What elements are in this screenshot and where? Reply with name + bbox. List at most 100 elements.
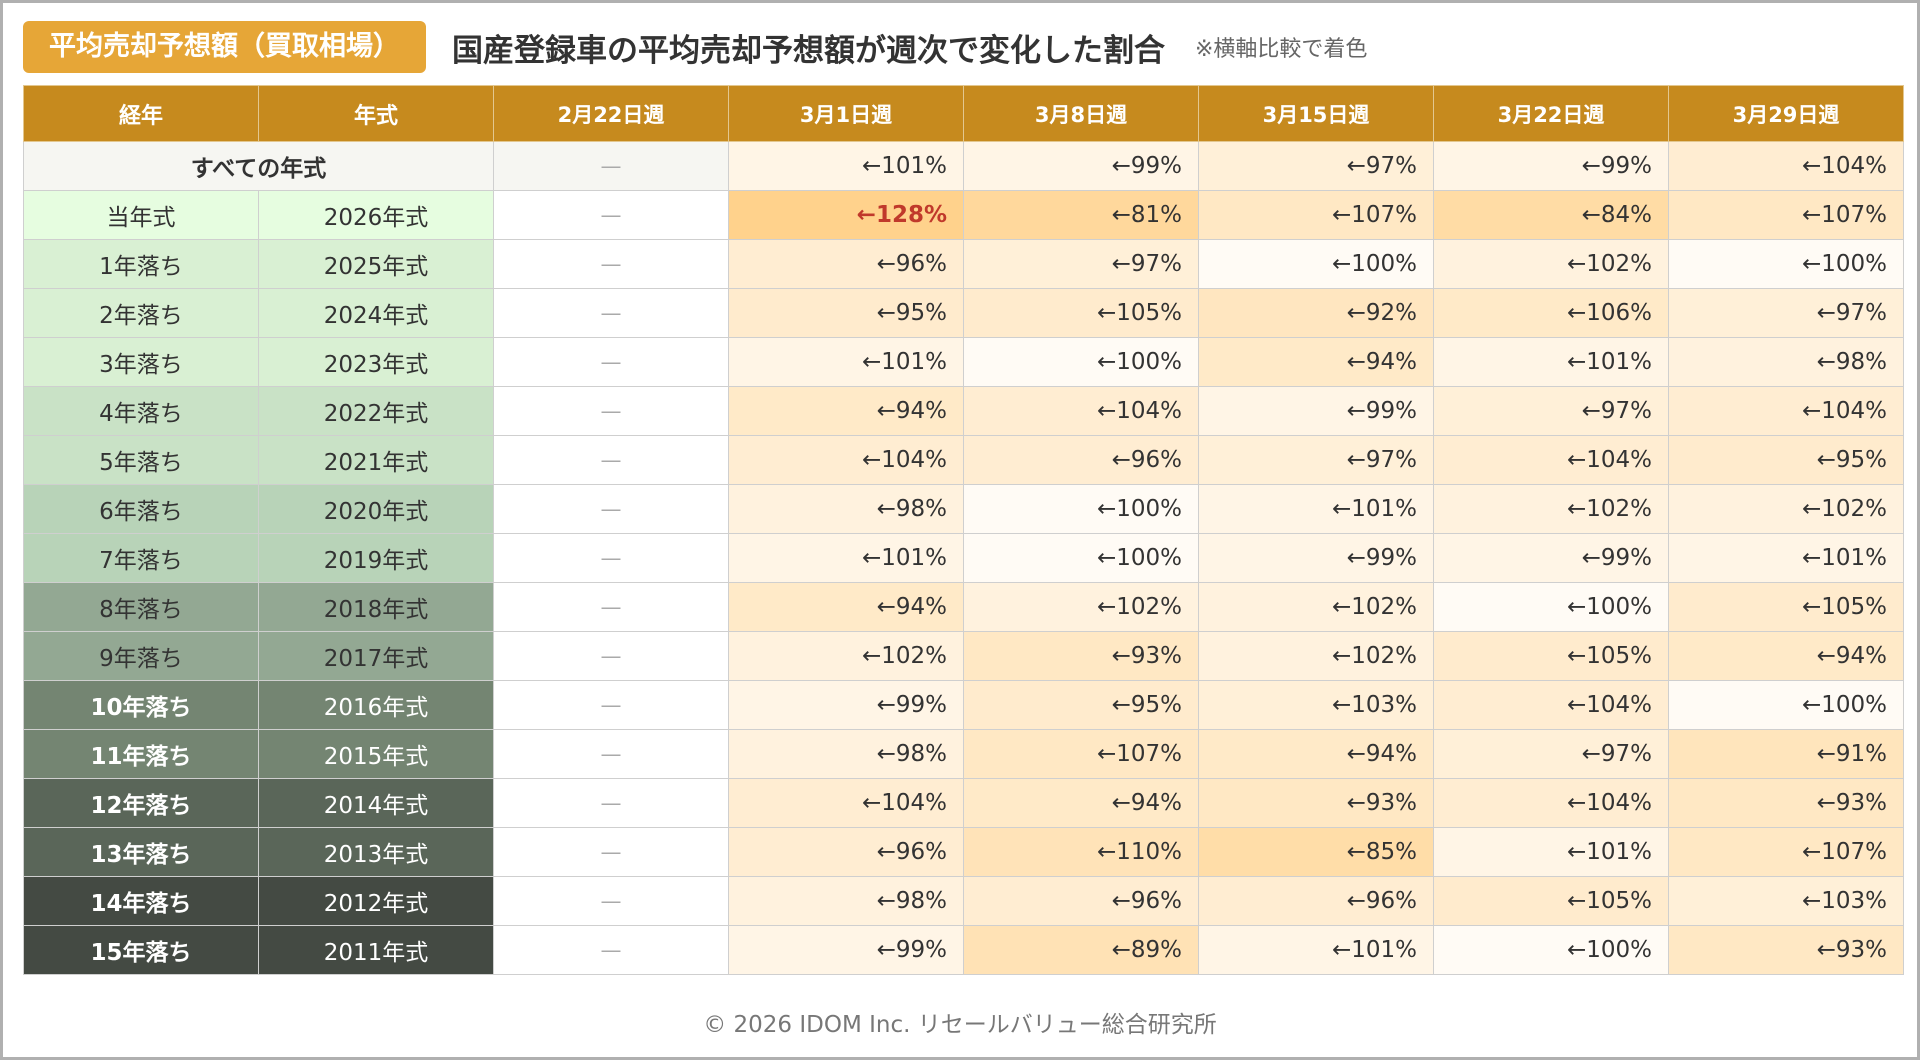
age-label: 10年落ち: [23, 680, 259, 730]
column-header: 3月8日週: [963, 85, 1199, 142]
table-row: 15年落ち 2011年式 — ←99% ←89% ←101% ←100% ←93%: [23, 925, 1904, 975]
table-cell: ←97%: [1198, 141, 1434, 191]
table-cell: ←99%: [1198, 533, 1434, 583]
table-cell: ←95%: [728, 288, 964, 338]
model-year-label: 2012年式: [258, 876, 494, 926]
table-cell: —: [493, 239, 729, 289]
table-cell: ←107%: [963, 729, 1199, 779]
table-cell: ←93%: [1668, 778, 1904, 828]
table-cell: ←100%: [1433, 925, 1669, 975]
table-cell: ←104%: [728, 778, 964, 828]
column-header: 3月15日週: [1198, 85, 1434, 142]
age-label: 当年式: [23, 190, 259, 240]
age-label: 4年落ち: [23, 386, 259, 436]
age-label: 9年落ち: [23, 631, 259, 681]
table-cell: ←101%: [728, 141, 964, 191]
table-cell: ←94%: [1668, 631, 1904, 681]
model-year-label: 2013年式: [258, 827, 494, 877]
age-label: 3年落ち: [23, 337, 259, 387]
color-note: ※横軸比較で着色: [1195, 37, 1368, 62]
table-cell: ←107%: [1198, 190, 1434, 240]
table-cell: ←105%: [1433, 876, 1669, 926]
table-cell: ←107%: [1668, 190, 1904, 240]
report-header: 平均売却予想額（買取相場） 国産登録車の平均売却予想額が週次で変化した割合 ※横…: [23, 21, 1897, 73]
model-year-label: 2025年式: [258, 239, 494, 289]
table-cell: —: [493, 141, 729, 191]
table-cell: ←93%: [1198, 778, 1434, 828]
model-year-label: 2021年式: [258, 435, 494, 485]
table-cell: ←97%: [1668, 288, 1904, 338]
column-header: 3月1日週: [728, 85, 964, 142]
table-cell: ←103%: [1668, 876, 1904, 926]
table-row: 5年落ち 2021年式 — ←104% ←96% ←97% ←104% ←95%: [23, 435, 1904, 485]
category-badge: 平均売却予想額（買取相場）: [23, 21, 426, 73]
table-cell: —: [493, 876, 729, 926]
column-header: 年式: [258, 85, 494, 142]
table-cell: ←102%: [1668, 484, 1904, 534]
age-label: 7年落ち: [23, 533, 259, 583]
table-cell: ←102%: [1433, 484, 1669, 534]
age-label: 2年落ち: [23, 288, 259, 338]
table-cell: ←94%: [963, 778, 1199, 828]
table-cell: ←105%: [1433, 631, 1669, 681]
table-cell: ←104%: [1433, 435, 1669, 485]
table-cell: ←100%: [1668, 680, 1904, 730]
table-cell: —: [493, 386, 729, 436]
table-cell: ←84%: [1433, 190, 1669, 240]
table-row: 10年落ち 2016年式 — ←99% ←95% ←103% ←104% ←100%: [23, 680, 1904, 730]
table-cell: ←102%: [728, 631, 964, 681]
table-cell: ←94%: [728, 582, 964, 632]
model-year-label: 2022年式: [258, 386, 494, 436]
table-cell: ←104%: [1668, 141, 1904, 191]
table-cell: ←89%: [963, 925, 1199, 975]
table-cell: —: [493, 631, 729, 681]
table-cell: —: [493, 190, 729, 240]
table-cell: ←99%: [728, 680, 964, 730]
table-cell: ←104%: [728, 435, 964, 485]
table-row: 11年落ち 2015年式 — ←98% ←107% ←94% ←97% ←91%: [23, 729, 1904, 779]
table-cell: —: [493, 533, 729, 583]
model-year-label: 2024年式: [258, 288, 494, 338]
age-label: 15年落ち: [23, 925, 259, 975]
table-cell: ←101%: [1433, 337, 1669, 387]
table-cell: —: [493, 337, 729, 387]
table-cell: ←100%: [963, 337, 1199, 387]
table-cell: —: [493, 925, 729, 975]
table-cell: ←94%: [1198, 337, 1434, 387]
table-cell: ←91%: [1668, 729, 1904, 779]
table-cell: ←97%: [1433, 729, 1669, 779]
column-header: 2月22日週: [493, 85, 729, 142]
column-header: 3月29日週: [1668, 85, 1904, 142]
age-label: 13年落ち: [23, 827, 259, 877]
table-body: すべての年式 — ←101% ←99% ←97% ←99% ←104% 当年式 2026年式 — ←…: [23, 141, 1904, 975]
model-year-label: 2017年式: [258, 631, 494, 681]
table-cell: ←81%: [963, 190, 1199, 240]
table-cell: ←101%: [1433, 827, 1669, 877]
table-cell: ←99%: [1198, 386, 1434, 436]
report-title: 国産登録車の平均売却予想額が週次で変化した割合: [452, 32, 1165, 69]
table-cell: ←102%: [1433, 239, 1669, 289]
table-cell: ←100%: [1668, 239, 1904, 289]
model-year-label: 2018年式: [258, 582, 494, 632]
model-year-label: 2026年式: [258, 190, 494, 240]
table-cell: ←96%: [728, 827, 964, 877]
all-years-label: すべての年式: [23, 141, 494, 191]
table-cell: ←85%: [1198, 827, 1434, 877]
table-cell: ←98%: [1668, 337, 1904, 387]
column-header: 3月22日週: [1433, 85, 1669, 142]
column-header: 経年: [23, 85, 259, 142]
model-year-label: 2019年式: [258, 533, 494, 583]
table-cell: ←93%: [963, 631, 1199, 681]
table-row: 当年式 2026年式 — ←128% ←81% ←107% ←84% ←107%: [23, 190, 1904, 240]
table-cell: ←102%: [1198, 582, 1434, 632]
model-year-label: 2023年式: [258, 337, 494, 387]
table-cell: ←94%: [728, 386, 964, 436]
table-cell: —: [493, 729, 729, 779]
table-cell: —: [493, 778, 729, 828]
table-cell: —: [493, 435, 729, 485]
table-cell: ←96%: [963, 435, 1199, 485]
table-row: 7年落ち 2019年式 — ←101% ←100% ←99% ←99% ←101%: [23, 533, 1904, 583]
table-cell: ←101%: [1668, 533, 1904, 583]
table-cell: ←98%: [728, 484, 964, 534]
table-cell: ←97%: [1433, 386, 1669, 436]
